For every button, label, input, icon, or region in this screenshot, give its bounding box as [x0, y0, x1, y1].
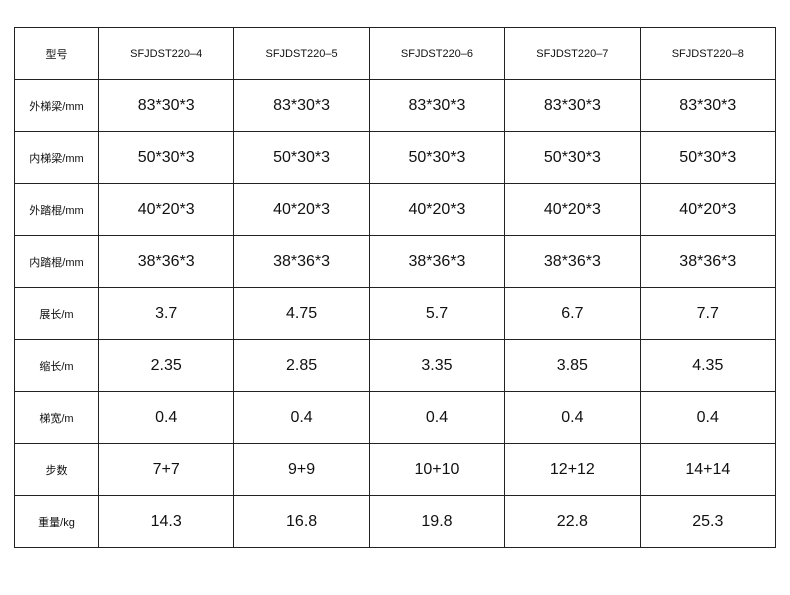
- header-cell: SFJDST220–7: [504, 27, 641, 80]
- value-cell: 0.4: [504, 391, 641, 444]
- value-cell: 2.35: [97, 339, 235, 392]
- value-cell: 83*30*3: [97, 79, 235, 132]
- header-cell: SFJDST220–4: [97, 27, 235, 80]
- header-cell: SFJDST220–5: [233, 27, 370, 80]
- value-cell: 22.8: [504, 495, 641, 548]
- header-cell: SFJDST220–8: [639, 27, 777, 80]
- value-cell: 7.7: [639, 287, 777, 340]
- header-row: 型号 SFJDST220–4 SFJDST220–5 SFJDST220–6 SFJDS…: [14, 27, 777, 80]
- value-cell: 38*36*3: [504, 235, 641, 288]
- row-label: 梯宽/m: [14, 391, 99, 444]
- value-cell: 0.4: [97, 391, 235, 444]
- value-cell: 0.4: [639, 391, 777, 444]
- table-row: 外踏棍/mm 40*20*3 40*20*3 40*20*3 40*20*3 40*20*…: [14, 183, 777, 236]
- value-cell: 40*20*3: [368, 183, 506, 236]
- header-cell: SFJDST220–6: [368, 27, 506, 80]
- value-cell: 25.3: [639, 495, 777, 548]
- table-row: 内梯梁/mm 50*30*3 50*30*3 50*30*3 50*30*3 50*30*…: [14, 131, 777, 184]
- value-cell: 50*30*3: [97, 131, 235, 184]
- table-row: 重量/kg 14.3 16.8 19.8 22.8 25.3: [14, 495, 777, 548]
- value-cell: 2.85: [233, 339, 370, 392]
- value-cell: 12+12: [504, 443, 641, 496]
- value-cell: 3.7: [97, 287, 235, 340]
- value-cell: 40*20*3: [97, 183, 235, 236]
- value-cell: 6.7: [504, 287, 641, 340]
- row-label: 重量/kg: [14, 495, 99, 548]
- value-cell: 38*36*3: [233, 235, 370, 288]
- value-cell: 40*20*3: [504, 183, 641, 236]
- row-label: 缩长/m: [14, 339, 99, 392]
- row-label: 型号: [14, 27, 99, 80]
- row-label: 外踏棍/mm: [14, 183, 99, 236]
- value-cell: 83*30*3: [233, 79, 370, 132]
- table-body: 型号 SFJDST220–4 SFJDST220–5 SFJDST220–6 SFJDS…: [14, 27, 777, 548]
- value-cell: 83*30*3: [639, 79, 777, 132]
- table-row: 内踏棍/mm 38*36*3 38*36*3 38*36*3 38*36*3 38*36*…: [14, 235, 777, 288]
- value-cell: 50*30*3: [639, 131, 777, 184]
- value-cell: 10+10: [368, 443, 506, 496]
- row-label: 展长/m: [14, 287, 99, 340]
- value-cell: 16.8: [233, 495, 370, 548]
- value-cell: 38*36*3: [639, 235, 777, 288]
- table-row: 缩长/m 2.35 2.85 3.35 3.85 4.35: [14, 339, 777, 392]
- value-cell: 9+9: [233, 443, 370, 496]
- value-cell: 0.4: [233, 391, 370, 444]
- value-cell: 3.85: [504, 339, 641, 392]
- value-cell: 50*30*3: [368, 131, 506, 184]
- value-cell: 40*20*3: [233, 183, 370, 236]
- value-cell: 4.35: [639, 339, 777, 392]
- value-cell: 4.75: [233, 287, 370, 340]
- spec-table: 型号 SFJDST220–4 SFJDST220–5 SFJDST220–6 SFJDS…: [14, 27, 777, 548]
- value-cell: 50*30*3: [504, 131, 641, 184]
- value-cell: 14.3: [97, 495, 235, 548]
- value-cell: 38*36*3: [97, 235, 235, 288]
- table-row: 梯宽/m 0.4 0.4 0.4 0.4 0.4: [14, 391, 777, 444]
- value-cell: 38*36*3: [368, 235, 506, 288]
- value-cell: 7+7: [97, 443, 235, 496]
- row-label: 内梯梁/mm: [14, 131, 99, 184]
- table-row: 展长/m 3.7 4.75 5.7 6.7 7.7: [14, 287, 777, 340]
- value-cell: 83*30*3: [504, 79, 641, 132]
- row-label: 步数: [14, 443, 99, 496]
- value-cell: 14+14: [639, 443, 777, 496]
- value-cell: 83*30*3: [368, 79, 506, 132]
- value-cell: 3.35: [368, 339, 506, 392]
- value-cell: 5.7: [368, 287, 506, 340]
- value-cell: 19.8: [368, 495, 506, 548]
- value-cell: 0.4: [368, 391, 506, 444]
- value-cell: 40*20*3: [639, 183, 777, 236]
- table-row: 步数 7+7 9+9 10+10 12+12 14+14: [14, 443, 777, 496]
- row-label: 内踏棍/mm: [14, 235, 99, 288]
- table-row: 外梯梁/mm 83*30*3 83*30*3 83*30*3 83*30*3 83*30*…: [14, 79, 777, 132]
- value-cell: 50*30*3: [233, 131, 370, 184]
- row-label: 外梯梁/mm: [14, 79, 99, 132]
